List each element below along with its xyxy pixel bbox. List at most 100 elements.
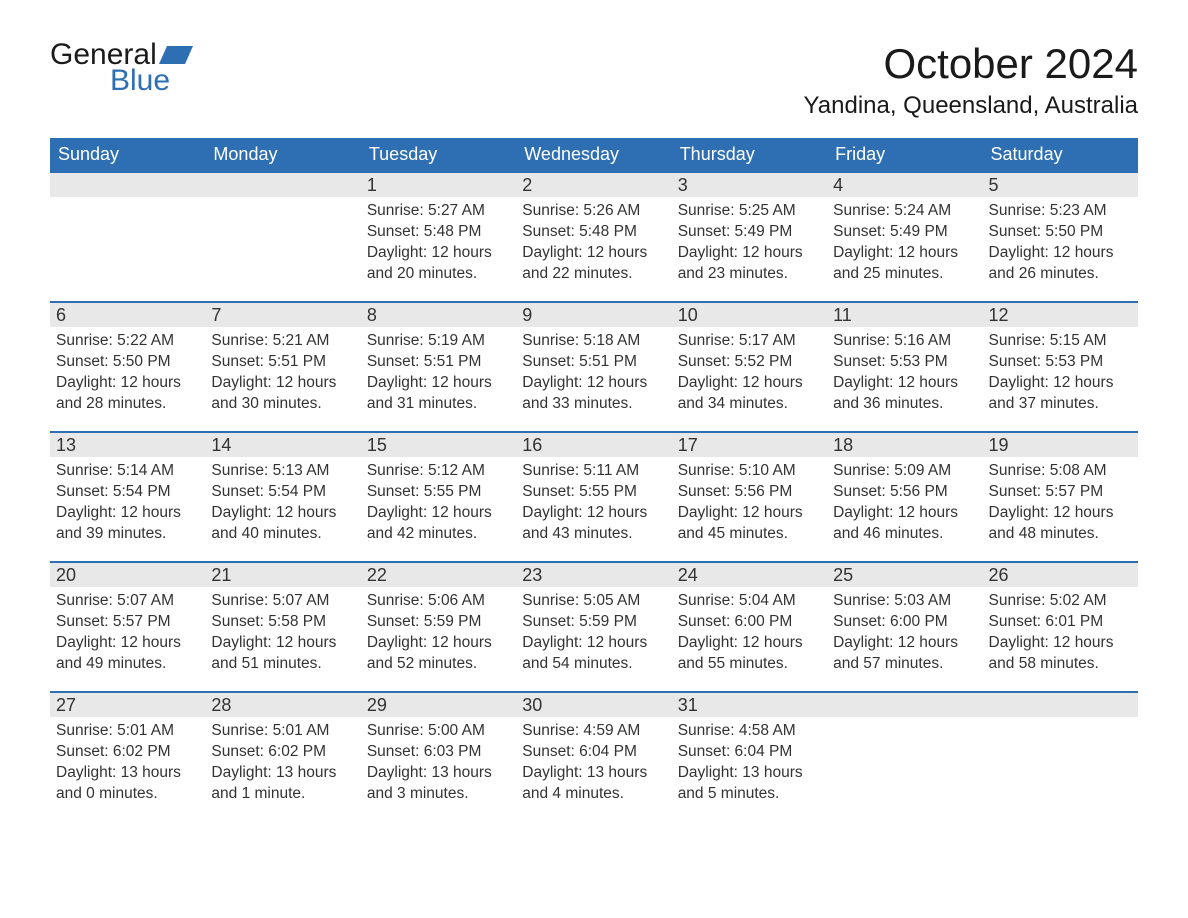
day-number — [205, 173, 360, 197]
day-body: Sunrise: 4:59 AMSunset: 6:04 PMDaylight:… — [516, 717, 671, 815]
day-number — [50, 173, 205, 197]
sunset-text: Sunset: 5:54 PM — [56, 482, 199, 503]
day-number: 22 — [361, 563, 516, 587]
sunrise-text: Sunrise: 5:17 AM — [678, 331, 821, 352]
day-cell: 31Sunrise: 4:58 AMSunset: 6:04 PMDayligh… — [672, 693, 827, 821]
daylight-text: Daylight: 12 hours and 49 minutes. — [56, 633, 199, 675]
daylight-text: Daylight: 12 hours and 28 minutes. — [56, 373, 199, 415]
sunset-text: Sunset: 5:51 PM — [211, 352, 354, 373]
day-cell: 3Sunrise: 5:25 AMSunset: 5:49 PMDaylight… — [672, 173, 827, 301]
daylight-text: Daylight: 13 hours and 4 minutes. — [522, 763, 665, 805]
day-cell: 6Sunrise: 5:22 AMSunset: 5:50 PMDaylight… — [50, 303, 205, 431]
day-number: 15 — [361, 433, 516, 457]
logo-word-2: Blue — [50, 66, 193, 96]
day-number: 25 — [827, 563, 982, 587]
day-number: 17 — [672, 433, 827, 457]
day-number: 20 — [50, 563, 205, 587]
day-cell — [205, 173, 360, 301]
day-body: Sunrise: 5:10 AMSunset: 5:56 PMDaylight:… — [672, 457, 827, 555]
day-body — [205, 197, 360, 211]
logo: General Blue — [50, 40, 193, 96]
sunset-text: Sunset: 5:51 PM — [522, 352, 665, 373]
sunset-text: Sunset: 5:56 PM — [833, 482, 976, 503]
day-cell: 18Sunrise: 5:09 AMSunset: 5:56 PMDayligh… — [827, 433, 982, 561]
sunrise-text: Sunrise: 5:02 AM — [989, 591, 1132, 612]
daylight-text: Daylight: 12 hours and 40 minutes. — [211, 503, 354, 545]
day-cell: 11Sunrise: 5:16 AMSunset: 5:53 PMDayligh… — [827, 303, 982, 431]
day-cell — [983, 693, 1138, 821]
sunset-text: Sunset: 5:53 PM — [989, 352, 1132, 373]
day-number: 16 — [516, 433, 671, 457]
day-body: Sunrise: 5:11 AMSunset: 5:55 PMDaylight:… — [516, 457, 671, 555]
day-body: Sunrise: 5:03 AMSunset: 6:00 PMDaylight:… — [827, 587, 982, 685]
sunrise-text: Sunrise: 5:00 AM — [367, 721, 510, 742]
day-number: 11 — [827, 303, 982, 327]
day-cell: 25Sunrise: 5:03 AMSunset: 6:00 PMDayligh… — [827, 563, 982, 691]
daylight-text: Daylight: 12 hours and 51 minutes. — [211, 633, 354, 675]
day-number: 1 — [361, 173, 516, 197]
day-cell: 17Sunrise: 5:10 AMSunset: 5:56 PMDayligh… — [672, 433, 827, 561]
sunset-text: Sunset: 6:00 PM — [678, 612, 821, 633]
day-number: 5 — [983, 173, 1138, 197]
sunrise-text: Sunrise: 5:23 AM — [989, 201, 1132, 222]
day-body: Sunrise: 5:15 AMSunset: 5:53 PMDaylight:… — [983, 327, 1138, 425]
sunset-text: Sunset: 5:57 PM — [56, 612, 199, 633]
daylight-text: Daylight: 12 hours and 39 minutes. — [56, 503, 199, 545]
day-body: Sunrise: 5:24 AMSunset: 5:49 PMDaylight:… — [827, 197, 982, 295]
week-row: 13Sunrise: 5:14 AMSunset: 5:54 PMDayligh… — [50, 431, 1138, 561]
daylight-text: Daylight: 12 hours and 20 minutes. — [367, 243, 510, 285]
daylight-text: Daylight: 12 hours and 54 minutes. — [522, 633, 665, 675]
sunset-text: Sunset: 5:55 PM — [522, 482, 665, 503]
daylight-text: Daylight: 12 hours and 31 minutes. — [367, 373, 510, 415]
sunrise-text: Sunrise: 5:16 AM — [833, 331, 976, 352]
day-cell: 26Sunrise: 5:02 AMSunset: 6:01 PMDayligh… — [983, 563, 1138, 691]
day-number — [983, 693, 1138, 717]
day-cell: 9Sunrise: 5:18 AMSunset: 5:51 PMDaylight… — [516, 303, 671, 431]
sunrise-text: Sunrise: 5:10 AM — [678, 461, 821, 482]
sunset-text: Sunset: 5:49 PM — [678, 222, 821, 243]
title-block: October 2024 Yandina, Queensland, Austra… — [804, 40, 1138, 132]
sunrise-text: Sunrise: 5:11 AM — [522, 461, 665, 482]
day-cell: 8Sunrise: 5:19 AMSunset: 5:51 PMDaylight… — [361, 303, 516, 431]
sunrise-text: Sunrise: 5:05 AM — [522, 591, 665, 612]
sunset-text: Sunset: 5:49 PM — [833, 222, 976, 243]
daylight-text: Daylight: 12 hours and 22 minutes. — [522, 243, 665, 285]
sunrise-text: Sunrise: 5:26 AM — [522, 201, 665, 222]
sunrise-text: Sunrise: 5:21 AM — [211, 331, 354, 352]
sunrise-text: Sunrise: 5:22 AM — [56, 331, 199, 352]
day-body — [50, 197, 205, 211]
day-number: 10 — [672, 303, 827, 327]
daylight-text: Daylight: 12 hours and 58 minutes. — [989, 633, 1132, 675]
daylight-text: Daylight: 12 hours and 57 minutes. — [833, 633, 976, 675]
day-cell: 13Sunrise: 5:14 AMSunset: 5:54 PMDayligh… — [50, 433, 205, 561]
sunrise-text: Sunrise: 5:27 AM — [367, 201, 510, 222]
day-cell: 16Sunrise: 5:11 AMSunset: 5:55 PMDayligh… — [516, 433, 671, 561]
weekday-header: Wednesday — [516, 138, 671, 171]
daylight-text: Daylight: 12 hours and 30 minutes. — [211, 373, 354, 415]
location-subtitle: Yandina, Queensland, Australia — [804, 92, 1138, 120]
day-cell: 27Sunrise: 5:01 AMSunset: 6:02 PMDayligh… — [50, 693, 205, 821]
sunrise-text: Sunrise: 5:08 AM — [989, 461, 1132, 482]
weekday-header: Saturday — [983, 138, 1138, 171]
day-cell: 1Sunrise: 5:27 AMSunset: 5:48 PMDaylight… — [361, 173, 516, 301]
day-cell: 2Sunrise: 5:26 AMSunset: 5:48 PMDaylight… — [516, 173, 671, 301]
day-body: Sunrise: 5:19 AMSunset: 5:51 PMDaylight:… — [361, 327, 516, 425]
sunset-text: Sunset: 5:55 PM — [367, 482, 510, 503]
daylight-text: Daylight: 12 hours and 45 minutes. — [678, 503, 821, 545]
day-number: 3 — [672, 173, 827, 197]
sunset-text: Sunset: 5:54 PM — [211, 482, 354, 503]
sunset-text: Sunset: 6:02 PM — [211, 742, 354, 763]
day-number: 23 — [516, 563, 671, 587]
sunrise-text: Sunrise: 5:04 AM — [678, 591, 821, 612]
day-cell: 10Sunrise: 5:17 AMSunset: 5:52 PMDayligh… — [672, 303, 827, 431]
day-body: Sunrise: 5:01 AMSunset: 6:02 PMDaylight:… — [205, 717, 360, 815]
sunrise-text: Sunrise: 5:14 AM — [56, 461, 199, 482]
day-body: Sunrise: 5:21 AMSunset: 5:51 PMDaylight:… — [205, 327, 360, 425]
daylight-text: Daylight: 12 hours and 23 minutes. — [678, 243, 821, 285]
sunset-text: Sunset: 5:50 PM — [989, 222, 1132, 243]
sunrise-text: Sunrise: 5:13 AM — [211, 461, 354, 482]
daylight-text: Daylight: 13 hours and 5 minutes. — [678, 763, 821, 805]
day-body: Sunrise: 5:07 AMSunset: 5:57 PMDaylight:… — [50, 587, 205, 685]
day-cell: 4Sunrise: 5:24 AMSunset: 5:49 PMDaylight… — [827, 173, 982, 301]
sunset-text: Sunset: 5:50 PM — [56, 352, 199, 373]
